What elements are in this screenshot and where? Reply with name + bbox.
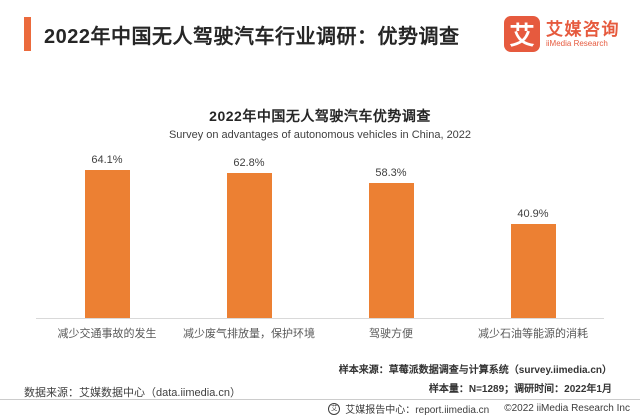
sample-size-text: 样本量：N=1289；调研时间：2022年1月 — [428, 384, 612, 395]
page-title: 2022年中国无人驾驶汽车行业调研：优势调查 — [44, 25, 460, 48]
iimedia-badge-icon: 艾 — [328, 402, 341, 415]
chart-title: 2022年中国无人驾驶汽车优势调查 — [209, 108, 431, 124]
bar-value-label: 62.8% — [233, 156, 265, 169]
logo-name-cn: 艾媒咨询 — [546, 19, 620, 39]
bar-group: 40.9% — [462, 152, 604, 318]
iimedia-logo: 艾 艾媒咨询 iiMedia Research — [504, 16, 620, 52]
category-label: 驾驶方便 — [369, 328, 413, 340]
category-label: 减少废气排放量，保护环境 — [183, 328, 315, 340]
category-label: 减少石油等能源的消耗 — [478, 328, 588, 340]
bar-group: 64.1% — [36, 152, 178, 318]
chart-subtitle: Survey on advantages of autonomous vehic… — [168, 129, 472, 141]
copyright-text: ©2022 iiMedia Research Inc — [504, 403, 630, 414]
category-label: 减少交通事故的发生 — [57, 328, 157, 340]
logo-name-en: iiMedia Research — [546, 38, 608, 48]
sample-info-block: 样本来源：草莓派数据调查与计算系统（survey.iimedia.cn） 样本量… — [339, 361, 612, 399]
category-labels: 减少交通事故的发生 减少废气排放量，保护环境 驾驶方便 减少石油等能源的消耗 — [36, 325, 604, 341]
iimedia-logo-icon: 艾 — [504, 16, 540, 52]
report-center-text: 艾媒报告中心：report.iimedia.cn — [345, 405, 490, 416]
bar — [510, 223, 556, 318]
bar-value-label: 64.1% — [91, 153, 123, 166]
data-source-text: 数据来源：艾媒数据中心（data.iimedia.cn） — [24, 387, 241, 399]
bar-group: 62.8% — [178, 152, 320, 318]
title-accent-bar — [24, 17, 31, 51]
header: 2022年中国无人驾驶汽车行业调研：优势调查 艾 艾媒咨询 iiMedia Re… — [24, 14, 620, 54]
bar — [84, 169, 130, 318]
bar-value-label: 40.9% — [517, 207, 549, 220]
logo-text: 艾媒咨询 iiMedia Research — [546, 20, 620, 49]
sample-source-text: 样本来源：草莓派数据调查与计算系统（survey.iimedia.cn） — [338, 365, 612, 376]
footer-bar: 艾 艾媒报告中心：report.iimedia.cn ©2022 iiMedia… — [328, 402, 630, 416]
bar-value-label: 58.3% — [375, 167, 407, 180]
bar-group: 58.3% — [320, 152, 462, 318]
footer-divider — [0, 399, 640, 400]
bar-plot: 64.1% 62.8% 58.3% 40.9% — [36, 152, 604, 319]
bar — [226, 172, 272, 318]
bar — [368, 183, 414, 318]
